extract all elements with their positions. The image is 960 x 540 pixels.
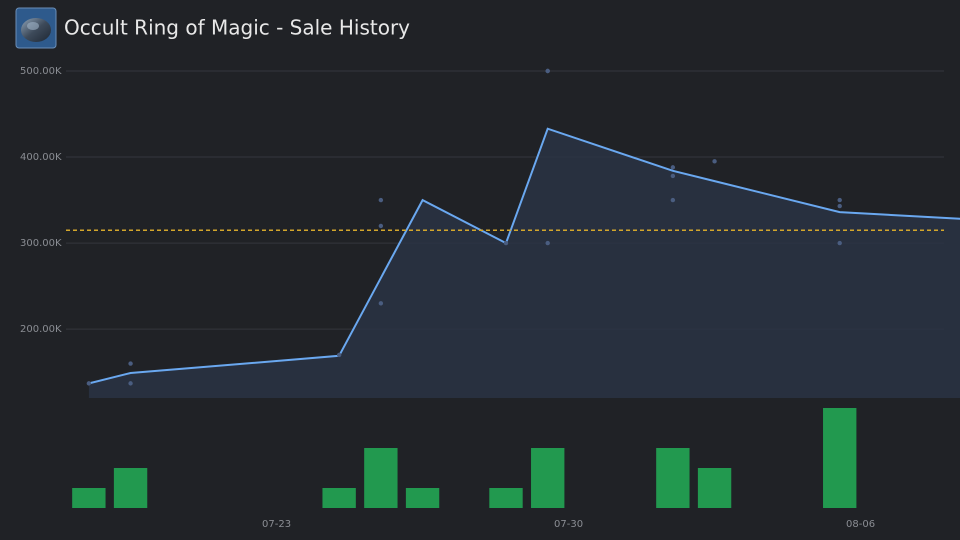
volume-bar [531,448,565,508]
sale-point [545,68,550,74]
x-tick-label: 07-23 [262,519,291,530]
x-tick-label: 08-06 [846,519,875,530]
sale-point [837,240,842,246]
item-icon [15,7,57,49]
sale-point [670,165,676,170]
volume-bar [656,448,690,508]
y-tick-label: 400.00K [20,152,62,163]
y-tick-label: 300.00K [20,238,62,249]
x-tick-label: 07-30 [554,519,583,530]
y-tick-label: 500.00K [20,66,62,77]
sale-point [378,197,384,203]
volume-bar [405,488,440,508]
y-tick-label: 200.00K [20,324,62,335]
volume-bar [823,408,857,508]
sale-point [670,197,676,203]
volume-bar [697,468,732,508]
price-line [88,127,960,385]
sale-point [378,223,384,229]
sale-point [128,361,133,366]
sale-point [378,301,384,306]
sale-point [86,381,92,386]
volume-bar [489,488,523,508]
sale-point [128,381,133,386]
line-area [88,128,960,398]
sale-point [545,240,550,246]
chart-title: Occult Ring of Magic - Sale History [64,16,410,40]
sale-point [336,352,342,358]
volume-bar [72,488,106,508]
sale-point [503,240,509,246]
sale-point [670,173,676,179]
volume-bar [322,488,356,508]
sale-point [712,159,717,164]
sale-point [837,203,842,209]
volume-bar [364,448,398,508]
sale-point [837,197,842,203]
volume-bar [113,468,148,508]
